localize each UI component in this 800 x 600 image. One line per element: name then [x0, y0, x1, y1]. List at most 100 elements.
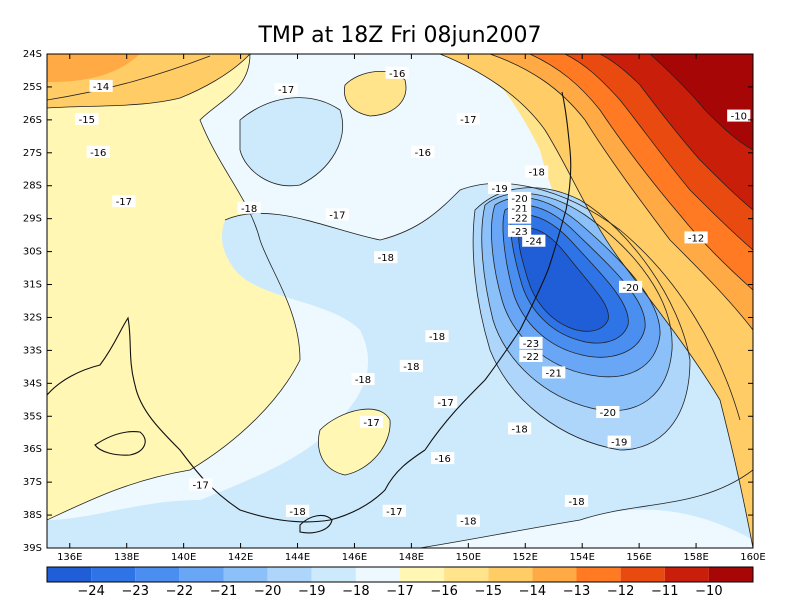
contour-label-bg	[75, 112, 99, 125]
contour-label-bg	[431, 452, 455, 465]
contour-label: -17	[278, 85, 294, 96]
coastline	[47, 91, 572, 534]
contour-label: -18	[460, 517, 476, 528]
x-tick-label: 136E	[57, 552, 82, 563]
contour-label: -12	[688, 233, 704, 244]
contour-label: -15	[79, 115, 95, 126]
contour-label: -16	[90, 148, 106, 159]
contour-label: -18	[429, 332, 445, 343]
contour-label-bg	[285, 504, 310, 517]
contour-label: -19	[491, 184, 507, 195]
contour-label-bg	[488, 182, 512, 195]
y-tick-label: 30S	[23, 247, 42, 258]
y-tick-label: 39S	[23, 543, 42, 554]
colorbar-tick-label: −23	[122, 584, 149, 599]
colorbar-swatch	[355, 567, 400, 582]
colorbar-tick-label: −20	[254, 584, 281, 599]
x-tick-label: 154E	[569, 552, 594, 563]
y-axis: 24S 25S 26S 27S 28S 29S 30S 31S 32S 33S 34S 35S 36S 3…	[23, 49, 753, 554]
contour-label: -17	[116, 197, 132, 208]
colorbar-swatch	[576, 567, 621, 582]
x-tick-label: 142E	[228, 552, 253, 563]
y-tick-label: 31S	[23, 280, 42, 291]
contour-label-bg	[274, 83, 298, 96]
cold-patch-north	[240, 97, 343, 186]
contour-label-bg	[684, 231, 708, 244]
colorbar-tick-label: −13	[563, 584, 590, 599]
x-tick-label: 156E	[626, 552, 651, 563]
contour-label: -18	[511, 424, 527, 435]
colorbar-swatch	[400, 567, 445, 582]
y-tick-label: 34S	[23, 378, 42, 389]
contour-label: -14	[93, 82, 109, 93]
colorbar-swatch	[179, 567, 224, 582]
contour-label: -23	[523, 339, 539, 350]
contour-label-bg	[433, 396, 458, 409]
contour-label-bg	[359, 415, 384, 428]
contour-label-bg	[456, 112, 480, 125]
colorbar-swatch	[91, 567, 136, 582]
contour-label-bg	[525, 165, 549, 178]
colorbar-swatch	[488, 567, 533, 582]
contour-label: -20	[511, 194, 527, 205]
colorbar-tick-label: −11	[651, 584, 678, 599]
colorbar-tick-label: −19	[298, 584, 325, 599]
contour-label-bg	[542, 366, 566, 379]
x-tick-label: 138E	[114, 552, 139, 563]
contour-label: -18	[528, 168, 544, 179]
contour-label: -18	[378, 253, 394, 264]
contour-label-bg	[522, 234, 546, 247]
contour-label-bg	[507, 211, 532, 224]
colorbar-swatch	[708, 567, 753, 582]
colorbar-tick-label: −22	[166, 584, 193, 599]
contour-label-bg	[385, 66, 409, 79]
colorbar-tick-label: −18	[342, 584, 369, 599]
contour-label: -20	[622, 283, 638, 294]
warm-patch-small	[344, 71, 406, 116]
x-tick-label: 158E	[683, 552, 708, 563]
colorbar-frame	[46, 566, 754, 583]
contour-label: -16	[435, 454, 451, 465]
chart-title: TMP at 18Z Fri 08jun2007	[257, 23, 541, 48]
y-tick-label: 36S	[23, 444, 42, 455]
x-tick-label: 146E	[342, 552, 367, 563]
colorbar-tick-label: −15	[475, 584, 502, 599]
contour-label: -19	[611, 438, 627, 449]
colorbar-swatch	[47, 567, 92, 582]
contour-label: -17	[329, 210, 345, 221]
contour-label: -17	[363, 418, 379, 429]
contour-label: -18	[568, 497, 584, 508]
y-tick-label: 32S	[23, 312, 42, 323]
contour-label-bg	[507, 191, 532, 204]
contour-label-bg	[374, 251, 398, 264]
contour-label: -17	[386, 507, 402, 518]
contour-label: -21	[546, 368, 562, 379]
contour-label-bg	[618, 280, 643, 293]
contour-label-bg	[351, 373, 375, 386]
plot-frame	[46, 53, 754, 549]
contour-label-bg	[507, 224, 532, 237]
contour-label: -17	[437, 398, 453, 409]
colorbar-swatch	[267, 567, 312, 582]
contour-label-bg	[564, 494, 589, 507]
colorbar-tick-label: −24	[77, 584, 104, 599]
colorbar-tick-label: −10	[695, 584, 722, 599]
contour-label: -20	[600, 408, 616, 419]
contour-label-bg	[86, 145, 110, 158]
colorbar-swatch	[223, 567, 268, 582]
contour-label: -17	[193, 480, 209, 491]
contour-label-bg	[607, 435, 631, 448]
contour-label: -18	[289, 507, 305, 518]
contour-label-bg	[456, 514, 480, 527]
y-tick-label: 37S	[23, 477, 42, 488]
colorbar: −24 −23 −22 −21 −20 −19 −18 −17 −16 −15 −14 −13 −12 −…	[46, 566, 754, 599]
contour-label: -10	[731, 112, 747, 123]
y-tick-label: 29S	[23, 214, 42, 225]
contour-label-bg	[325, 208, 349, 221]
contour-label: -18	[241, 204, 257, 215]
x-tick-label: 140E	[171, 552, 196, 563]
colorbar-tick-label: −16	[430, 584, 457, 599]
contour-label-bg	[89, 79, 113, 92]
colorbar-tick-label: −21	[210, 584, 237, 599]
